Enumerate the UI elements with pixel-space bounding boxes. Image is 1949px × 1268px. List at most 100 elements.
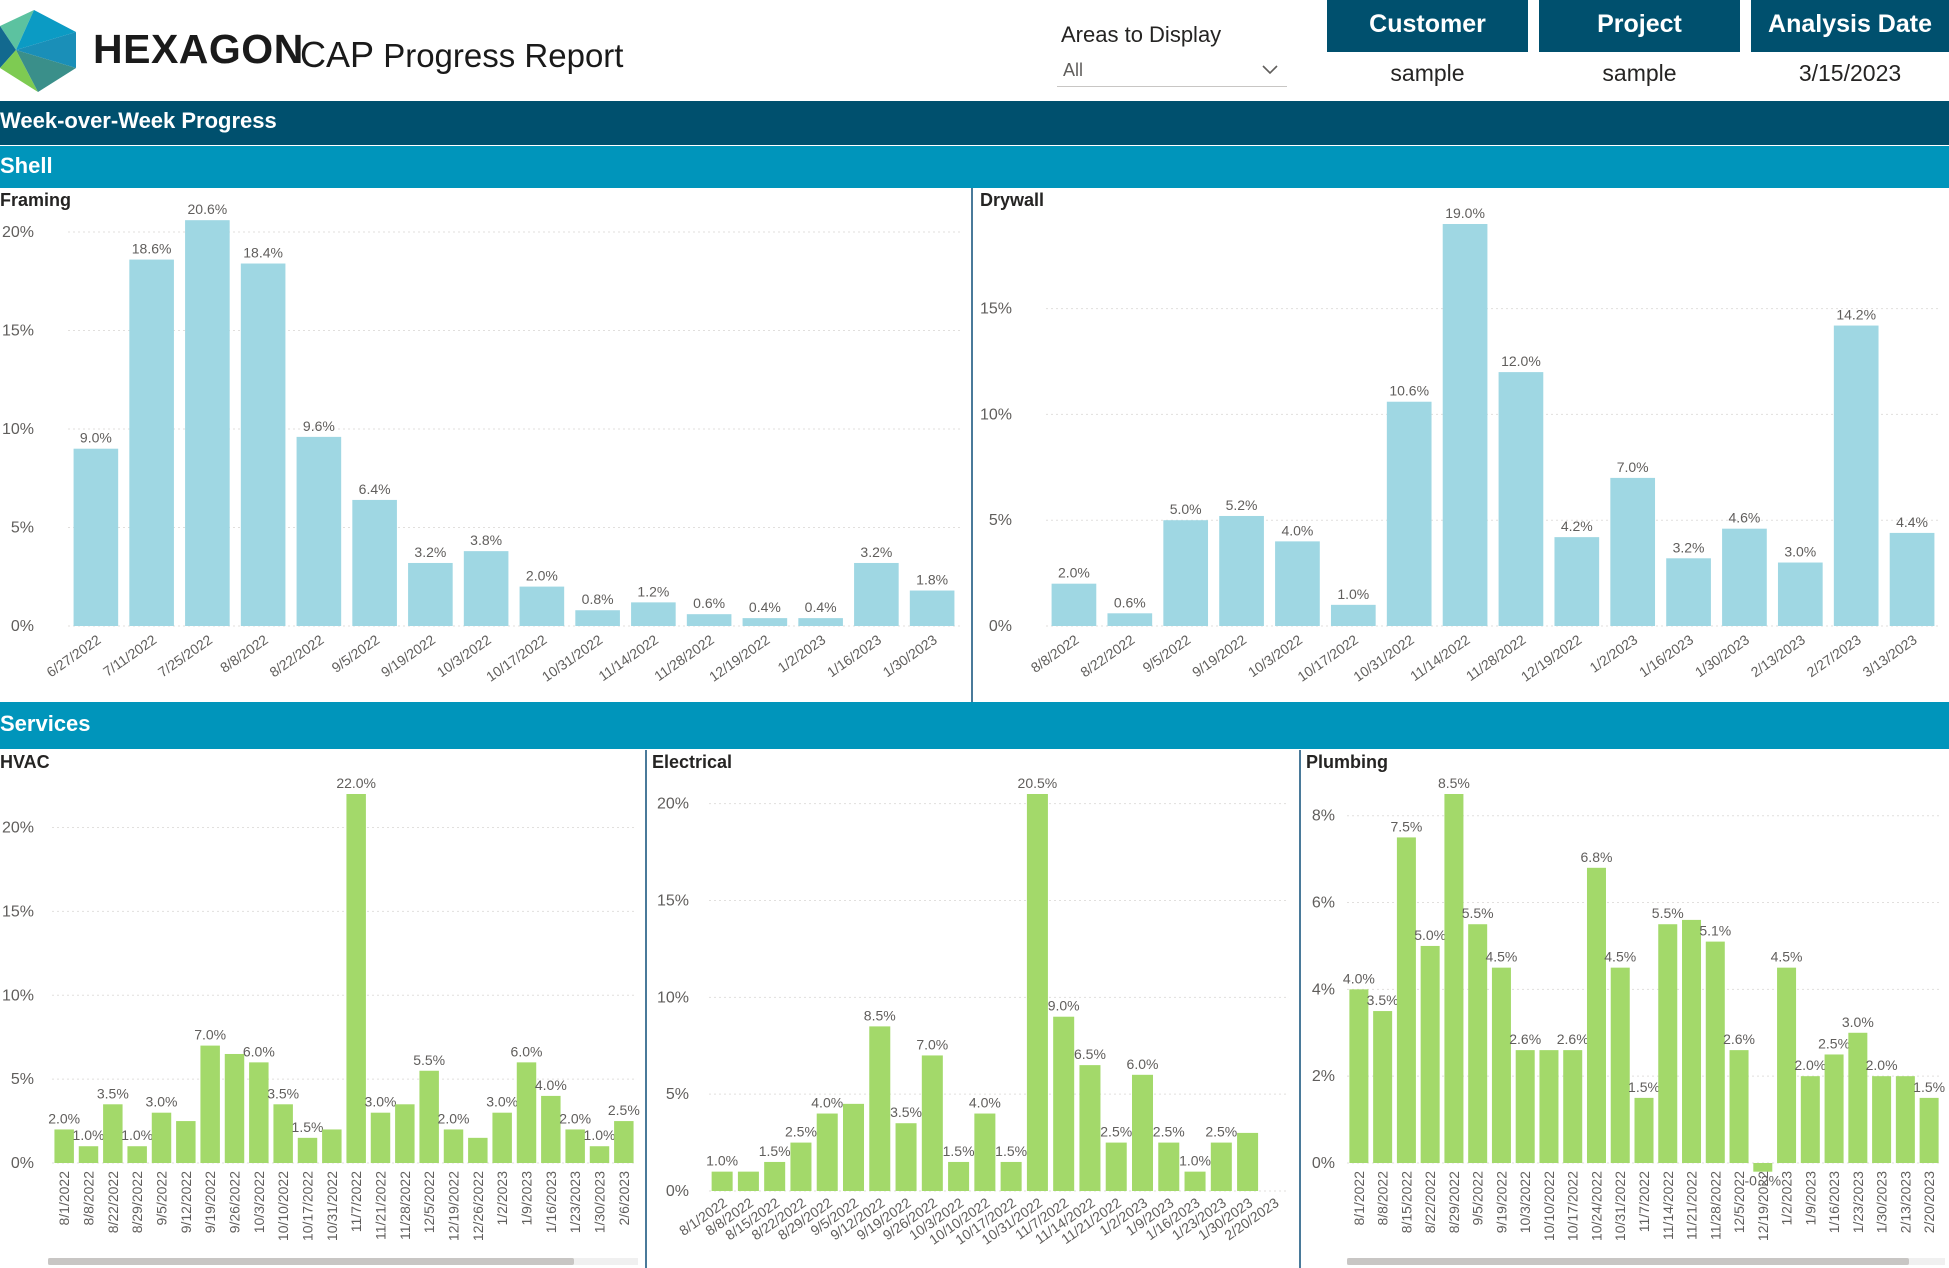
bar[interactable]: [1210, 1142, 1232, 1191]
bar[interactable]: [1658, 924, 1678, 1163]
bar[interactable]: [711, 1171, 733, 1191]
bar[interactable]: [1800, 1076, 1820, 1163]
bar[interactable]: [1373, 1011, 1393, 1163]
bar[interactable]: [1563, 1050, 1583, 1163]
bar[interactable]: [575, 610, 620, 626]
areas-filter-dropdown[interactable]: All: [1057, 54, 1287, 87]
bar[interactable]: [790, 1142, 812, 1191]
bar[interactable]: [1386, 401, 1432, 626]
bar[interactable]: [1163, 520, 1209, 626]
bar[interactable]: [1586, 867, 1606, 1163]
bar[interactable]: [1131, 1074, 1154, 1191]
bar[interactable]: [1079, 1065, 1101, 1191]
bar[interactable]: [1705, 941, 1725, 1163]
bar[interactable]: [1554, 537, 1600, 626]
bar[interactable]: [370, 1112, 391, 1163]
bar[interactable]: [1872, 1076, 1892, 1163]
bar[interactable]: [1107, 613, 1153, 626]
bar[interactable]: [1442, 224, 1488, 626]
bar[interactable]: [176, 1121, 196, 1163]
bar[interactable]: [1722, 528, 1767, 626]
bar[interactable]: [463, 551, 509, 626]
bar[interactable]: [1219, 515, 1264, 626]
bar[interactable]: [408, 562, 453, 626]
bar[interactable]: [395, 1104, 415, 1163]
bar[interactable]: [1919, 1097, 1939, 1163]
bar[interactable]: [322, 1129, 342, 1163]
bar[interactable]: [1515, 1050, 1535, 1163]
bar[interactable]: [1666, 558, 1711, 626]
bar[interactable]: [1026, 794, 1048, 1191]
bar[interactable]: [224, 1053, 245, 1163]
bar[interactable]: [541, 1095, 561, 1163]
bar[interactable]: [127, 1146, 147, 1163]
bar[interactable]: [346, 794, 366, 1163]
bar[interactable]: [516, 1062, 537, 1163]
bar[interactable]: [1275, 541, 1320, 626]
bar[interactable]: [73, 448, 119, 626]
bar[interactable]: [273, 1104, 293, 1163]
bar[interactable]: [1610, 477, 1656, 626]
bar[interactable]: [1105, 1142, 1127, 1191]
bar[interactable]: [1396, 837, 1416, 1163]
plumbing-scrollbar[interactable]: [1347, 1258, 1909, 1265]
bar[interactable]: [1498, 372, 1544, 626]
bar[interactable]: [974, 1113, 996, 1191]
bar[interactable]: [614, 1121, 634, 1163]
bar[interactable]: [869, 1026, 891, 1191]
bar[interactable]: [185, 220, 230, 626]
bar[interactable]: [54, 1129, 74, 1163]
bar[interactable]: [1349, 989, 1369, 1163]
bar[interactable]: [909, 590, 955, 626]
bar[interactable]: [1444, 794, 1464, 1163]
bar[interactable]: [1889, 532, 1935, 626]
bar[interactable]: [631, 602, 676, 626]
bar[interactable]: [798, 618, 843, 626]
bar[interactable]: [1330, 604, 1376, 626]
bar[interactable]: [1682, 919, 1702, 1163]
bar[interactable]: [764, 1161, 786, 1191]
bar[interactable]: [297, 1137, 318, 1163]
bar[interactable]: [1053, 1016, 1075, 1191]
bar[interactable]: [151, 1112, 172, 1163]
bar[interactable]: [895, 1123, 917, 1191]
hvac-scrollbar[interactable]: [48, 1258, 574, 1265]
bar[interactable]: [1237, 1132, 1259, 1191]
bar[interactable]: [1539, 1050, 1559, 1163]
bar[interactable]: [854, 562, 899, 626]
bar[interactable]: [1051, 583, 1097, 626]
bar[interactable]: [816, 1113, 838, 1191]
bar[interactable]: [737, 1171, 759, 1191]
bar[interactable]: [921, 1055, 943, 1191]
bar[interactable]: [419, 1070, 439, 1163]
bar[interactable]: [1848, 1032, 1868, 1163]
bar[interactable]: [1824, 1054, 1844, 1163]
bar[interactable]: [1610, 967, 1630, 1163]
bar[interactable]: [1000, 1161, 1022, 1191]
bar[interactable]: [249, 1062, 269, 1163]
bar[interactable]: [842, 1103, 865, 1191]
bar[interactable]: [1777, 967, 1797, 1163]
bar[interactable]: [1895, 1076, 1915, 1163]
bar[interactable]: [1468, 924, 1488, 1163]
bar[interactable]: [1158, 1142, 1180, 1191]
bar[interactable]: [78, 1146, 99, 1163]
bar[interactable]: [1777, 562, 1823, 626]
bar[interactable]: [240, 263, 286, 626]
bar[interactable]: [686, 614, 732, 626]
bar[interactable]: [589, 1146, 610, 1163]
bar[interactable]: [742, 618, 788, 626]
bar[interactable]: [1420, 945, 1440, 1163]
bar[interactable]: [1184, 1171, 1206, 1191]
bar[interactable]: [565, 1129, 585, 1163]
bar[interactable]: [103, 1104, 123, 1163]
bar[interactable]: [129, 259, 174, 626]
bar[interactable]: [1833, 325, 1879, 626]
bar[interactable]: [519, 586, 565, 626]
bar[interactable]: [492, 1112, 512, 1163]
bar[interactable]: [443, 1129, 464, 1163]
bar[interactable]: [1491, 967, 1511, 1163]
bar[interactable]: [1729, 1050, 1749, 1163]
bar[interactable]: [1753, 1163, 1773, 1172]
bar[interactable]: [200, 1045, 220, 1163]
